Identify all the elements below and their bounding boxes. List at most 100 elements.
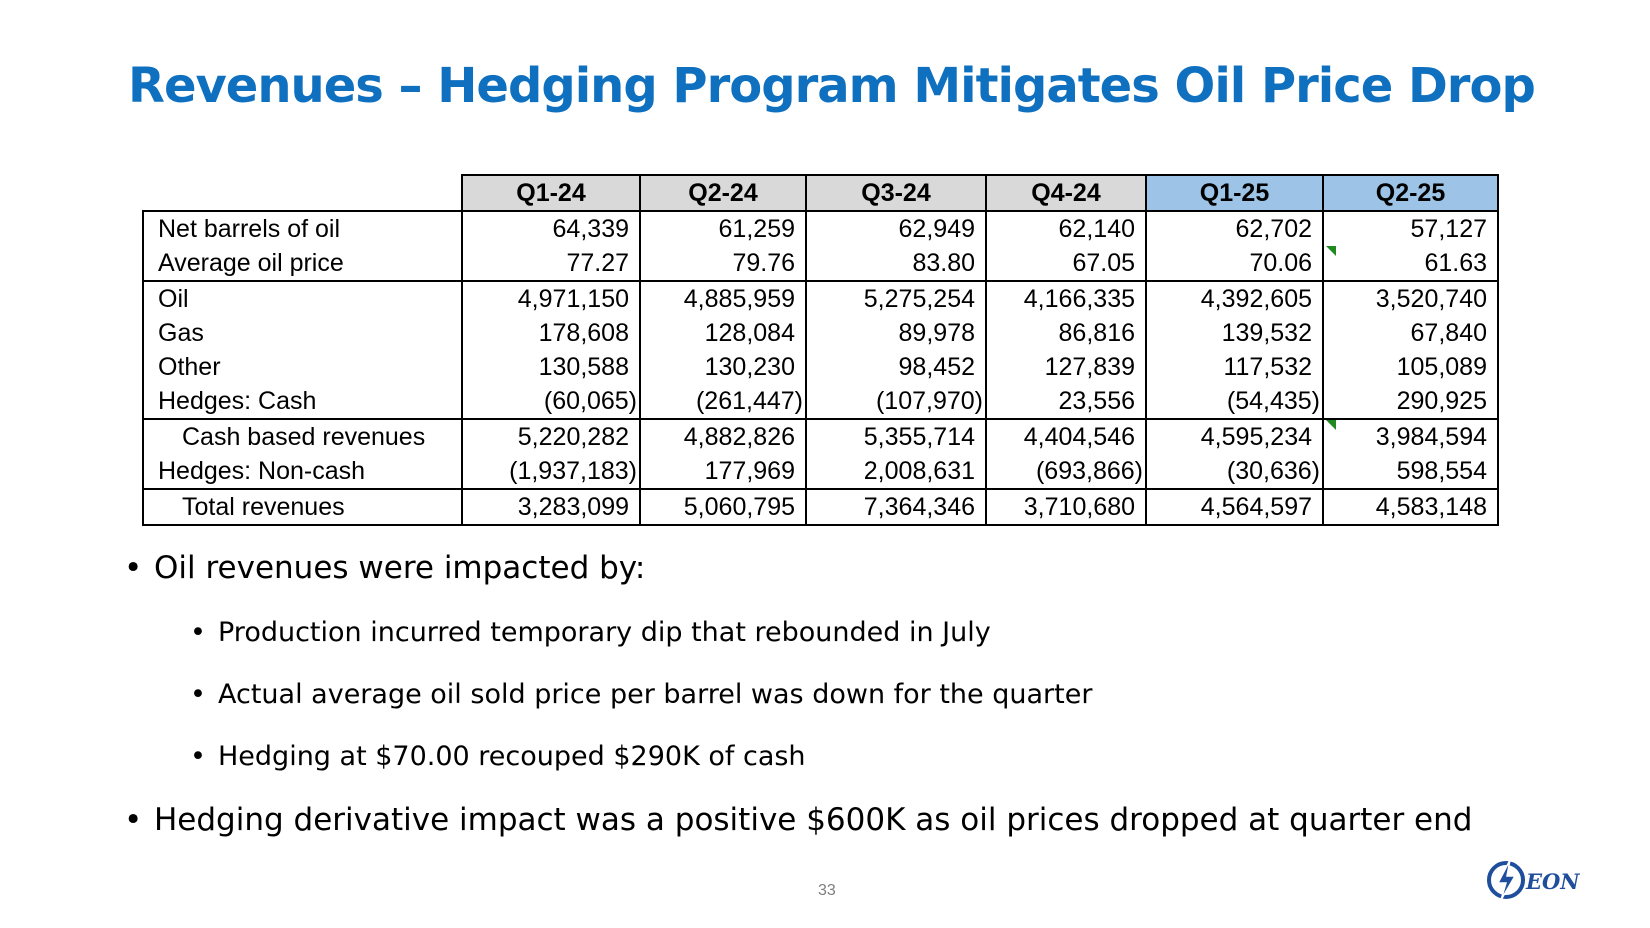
row-label: Hedges: Cash [142, 384, 462, 419]
table-cell: 4,392,605 [1145, 280, 1323, 316]
table-cell: 89,978 [805, 316, 986, 350]
table-cell: (1,937,183) [461, 454, 640, 489]
table-cell: 139,532 [1145, 316, 1323, 350]
table-cell: 62,140 [985, 211, 1146, 246]
table-cell: 127,839 [985, 350, 1146, 384]
table-cell: 70.06 [1145, 246, 1323, 281]
table-header-corner [143, 175, 462, 212]
table-cell: 3,710,680 [985, 488, 1146, 526]
revenue-table: Q1-24 Q2-24 Q3-24 Q4-24 Q1-25 Q2-25 Net … [142, 174, 1499, 526]
row-label: Gas [142, 316, 462, 350]
column-header: Q4-24 [985, 174, 1147, 212]
table-row: Average oil price 77.27 79.76 83.80 67.0… [142, 246, 1499, 281]
eon-logo: EON [1487, 859, 1580, 901]
table-cell: 3,283,099 [461, 488, 640, 526]
row-label: Oil [142, 280, 462, 316]
table-cell: 83.80 [805, 246, 986, 281]
page-title: Revenues – Hedging Program Mitigates Oil… [128, 58, 1536, 114]
bullet-text: Oil revenues were impacted by: [154, 550, 646, 586]
table-cell: (261,447) [639, 384, 806, 419]
table-cell: 3,520,740 [1322, 280, 1499, 316]
table-cell: 64,339 [461, 211, 640, 246]
table-cell: 4,885,959 [639, 280, 806, 316]
table-cell: 61,259 [639, 211, 806, 246]
logo-text: EON [1525, 869, 1580, 894]
table-cell: 128,084 [639, 316, 806, 350]
table-cell: (693,866) [985, 454, 1146, 489]
table-row: Gas 178,608 128,084 89,978 86,816 139,53… [142, 316, 1499, 350]
column-header: Q1-24 [461, 174, 641, 212]
table-row: Other 130,588 130,230 98,452 127,839 117… [142, 350, 1499, 384]
column-header: Q2-25 [1322, 174, 1499, 212]
table-cell: 598,554 [1322, 454, 1499, 489]
table-cell: 130,588 [461, 350, 640, 384]
column-header: Q3-24 [805, 174, 987, 212]
row-label: Cash based revenues [142, 418, 462, 454]
table-cell: 77.27 [461, 246, 640, 281]
page-number: 33 [818, 882, 836, 899]
table-row: Total revenues 3,283,099 5,060,795 7,364… [142, 488, 1499, 526]
table-cell: 62,949 [805, 211, 986, 246]
table-cell: 5,355,714 [805, 418, 986, 454]
table-cell: (30,636) [1145, 454, 1323, 489]
row-label: Other [142, 350, 462, 384]
column-header: Q1-25 [1145, 174, 1324, 212]
bullet-dot: • [190, 617, 206, 648]
table-cell: 62,702 [1145, 211, 1323, 246]
table-row: Hedges: Cash (60,065) (261,447) (107,970… [142, 384, 1499, 419]
table-row: Oil 4,971,150 4,885,959 5,275,254 4,166,… [142, 280, 1499, 316]
table-cell: 4,166,335 [985, 280, 1146, 316]
table-cell: 7,364,346 [805, 488, 986, 526]
table-cell: 61.63 [1322, 246, 1499, 281]
bullet-item: • Hedging derivative impact was a positiv… [124, 802, 1472, 838]
row-label: Hedges: Non-cash [142, 454, 462, 489]
table-cell: 290,925 [1322, 384, 1499, 419]
table-cell: 98,452 [805, 350, 986, 384]
lightning-globe-icon [1487, 859, 1525, 901]
sub-bullet-item: • Hedging at $70.00 recouped $290K of cas… [190, 741, 806, 772]
table-cell: 5,275,254 [805, 280, 986, 316]
bullet-dot: • [190, 741, 206, 772]
table-cell: 57,127 [1322, 211, 1499, 246]
row-label: Average oil price [142, 246, 462, 281]
bullet-text: Actual average oil sold price per barrel… [218, 679, 1093, 710]
table-cell: 79.76 [639, 246, 806, 281]
table-cell: 5,060,795 [639, 488, 806, 526]
table-cell: 130,230 [639, 350, 806, 384]
table-row: Cash based revenues 5,220,282 4,882,826 … [142, 418, 1499, 454]
table-cell: (60,065) [461, 384, 640, 419]
row-label: Total revenues [142, 488, 462, 526]
table-cell: 4,882,826 [639, 418, 806, 454]
table-cell: 2,008,631 [805, 454, 986, 489]
bullet-text: Hedging at $70.00 recouped $290K of cash [218, 741, 806, 772]
table-cell: 4,404,546 [985, 418, 1146, 454]
table-header-row: Q1-24 Q2-24 Q3-24 Q4-24 Q1-25 Q2-25 [143, 174, 1499, 212]
sub-bullet-item: • Production incurred temporary dip that … [190, 617, 991, 648]
bullet-text: Hedging derivative impact was a positive… [154, 802, 1473, 838]
table-row: Net barrels of oil 64,339 61,259 62,949 … [142, 211, 1499, 246]
row-label: Net barrels of oil [142, 211, 462, 246]
table-cell: 4,971,150 [461, 280, 640, 316]
table-cell: 3,984,594 [1322, 418, 1499, 454]
table-row: Hedges: Non-cash (1,937,183) 177,969 2,0… [142, 454, 1499, 489]
bullet-dot: • [124, 802, 143, 838]
bullet-text: Production incurred temporary dip that r… [218, 617, 991, 648]
table-cell: 105,089 [1322, 350, 1499, 384]
table-cell: 86,816 [985, 316, 1146, 350]
table-cell: 5,220,282 [461, 418, 640, 454]
table-cell: 67.05 [985, 246, 1146, 281]
bullet-item: • Oil revenues were impacted by: [124, 550, 645, 586]
table-cell: 4,595,234 [1145, 418, 1323, 454]
table-cell: (107,970) [805, 384, 986, 419]
table-cell: 23,556 [985, 384, 1146, 419]
table-cell: 178,608 [461, 316, 640, 350]
bullet-dot: • [190, 679, 206, 710]
table-cell: 4,583,148 [1322, 488, 1499, 526]
table-cell: 4,564,597 [1145, 488, 1323, 526]
table-cell: (54,435) [1145, 384, 1323, 419]
table-cell: 117,532 [1145, 350, 1323, 384]
sub-bullet-item: • Actual average oil sold price per barre… [190, 679, 1092, 710]
table-cell: 67,840 [1322, 316, 1499, 350]
table-cell: 177,969 [639, 454, 806, 489]
bullet-dot: • [124, 550, 143, 586]
